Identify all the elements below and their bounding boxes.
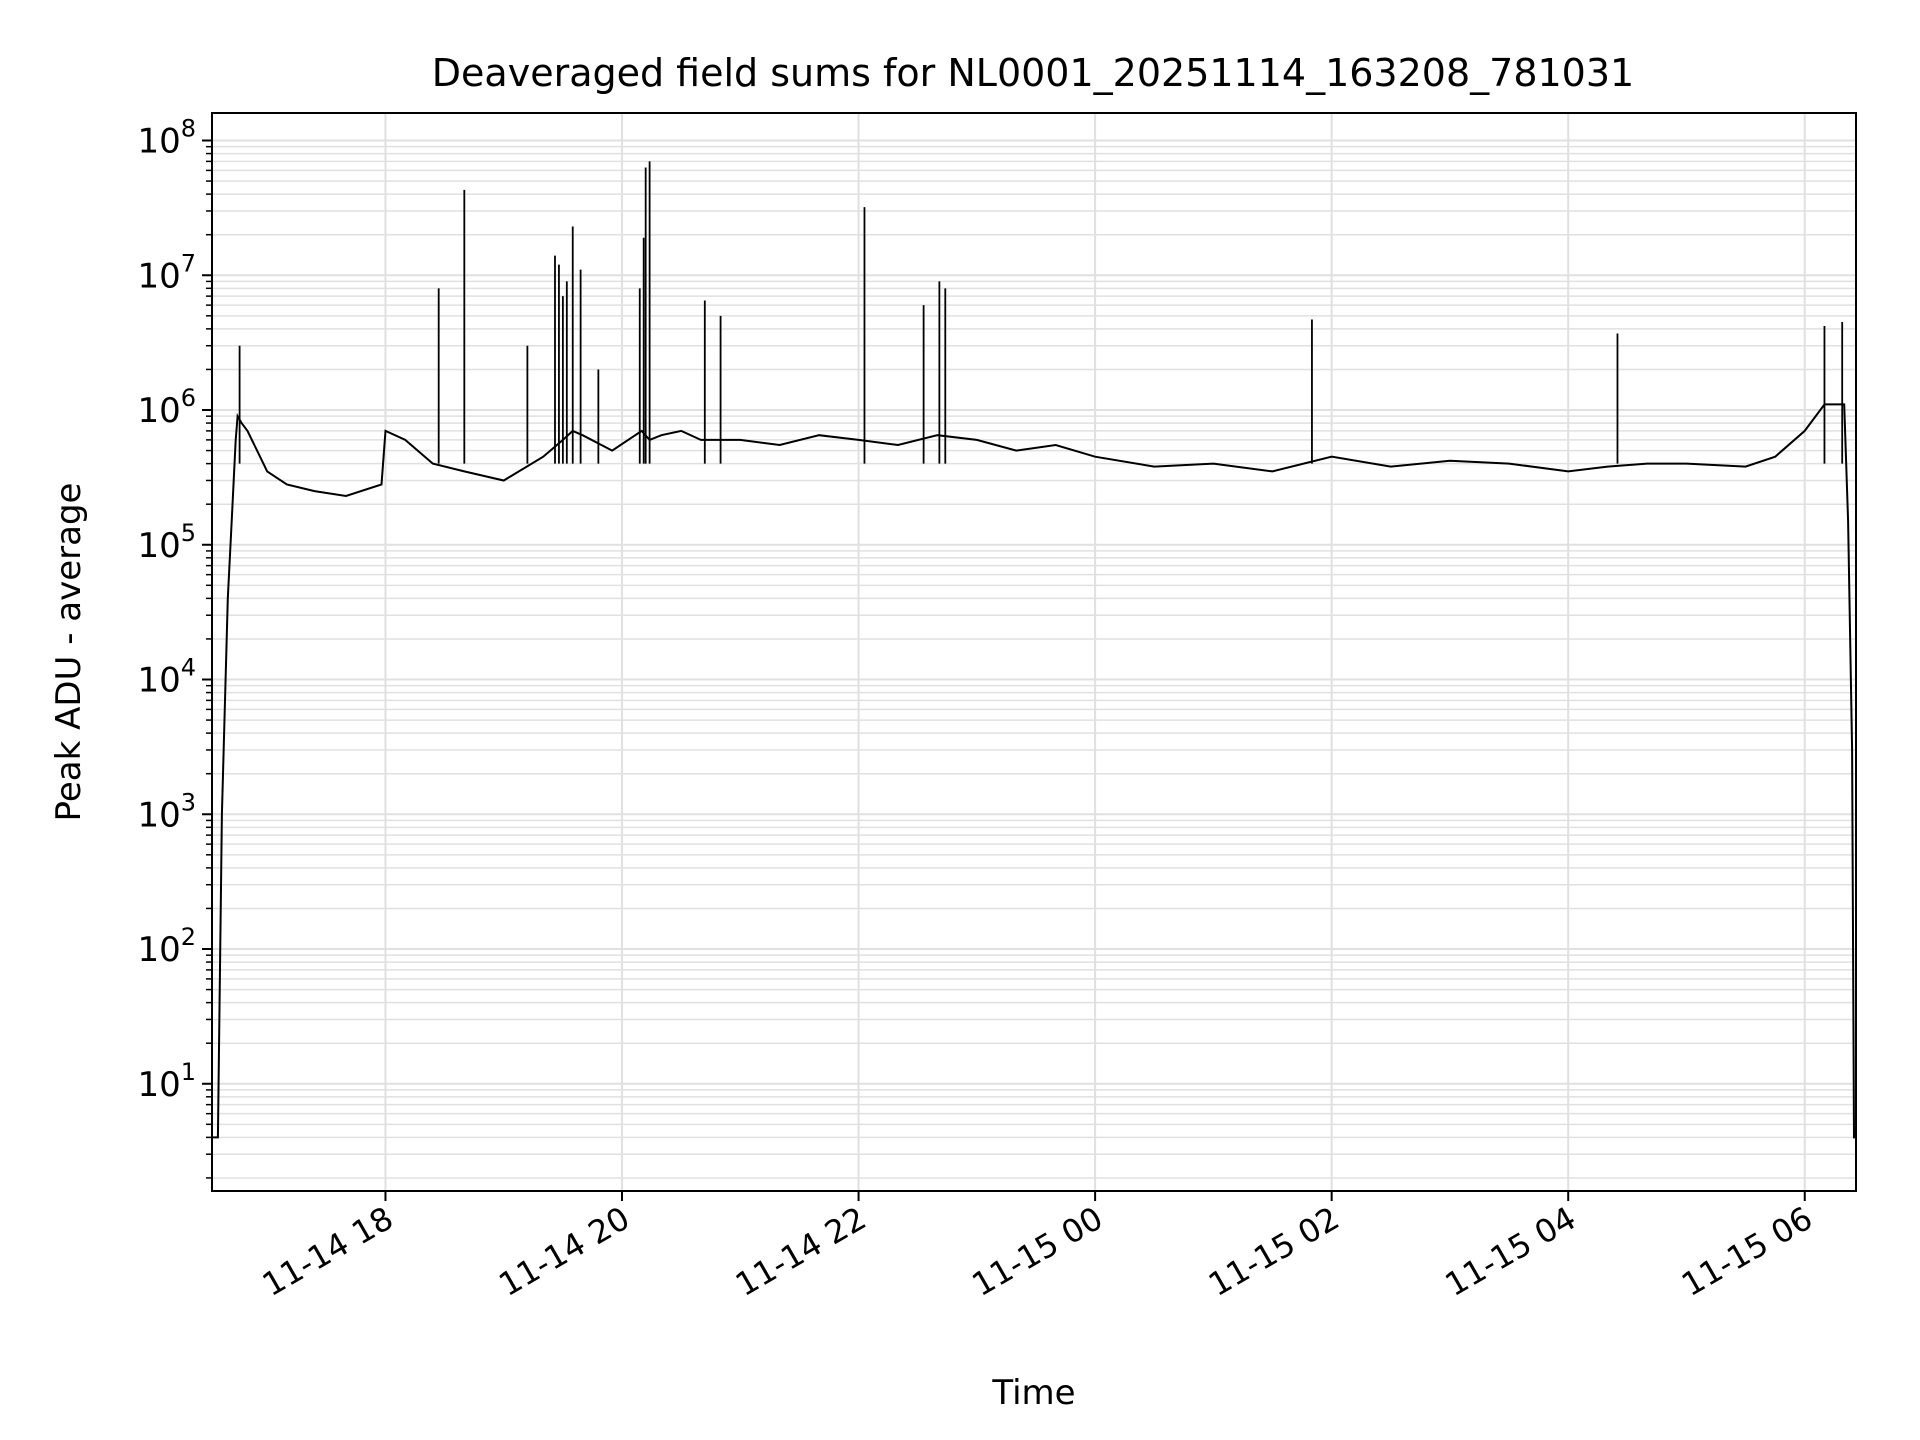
grid bbox=[212, 113, 1856, 1191]
y-tick-label: 106 bbox=[137, 384, 196, 431]
y-tick-label: 108 bbox=[137, 115, 196, 162]
chart-title: Deaveraged field sums for NL0001_2025111… bbox=[432, 51, 1634, 95]
y-axis: 101 102 103 104 105 106 107 108 bbox=[137, 115, 212, 1179]
y-tick-label: 104 bbox=[137, 654, 196, 701]
series-group bbox=[212, 161, 1856, 1139]
plot-frame bbox=[211, 112, 1857, 1192]
y-tick-label: 102 bbox=[137, 923, 196, 970]
y-tick-label: 107 bbox=[137, 249, 196, 296]
y-axis-label: Peak ADU - average bbox=[49, 483, 89, 822]
y-tick-label: 105 bbox=[137, 519, 196, 566]
y-tick-label: 103 bbox=[137, 788, 196, 835]
y-tick-label: 101 bbox=[137, 1058, 196, 1105]
x-axis-label: Time bbox=[991, 1373, 1075, 1413]
